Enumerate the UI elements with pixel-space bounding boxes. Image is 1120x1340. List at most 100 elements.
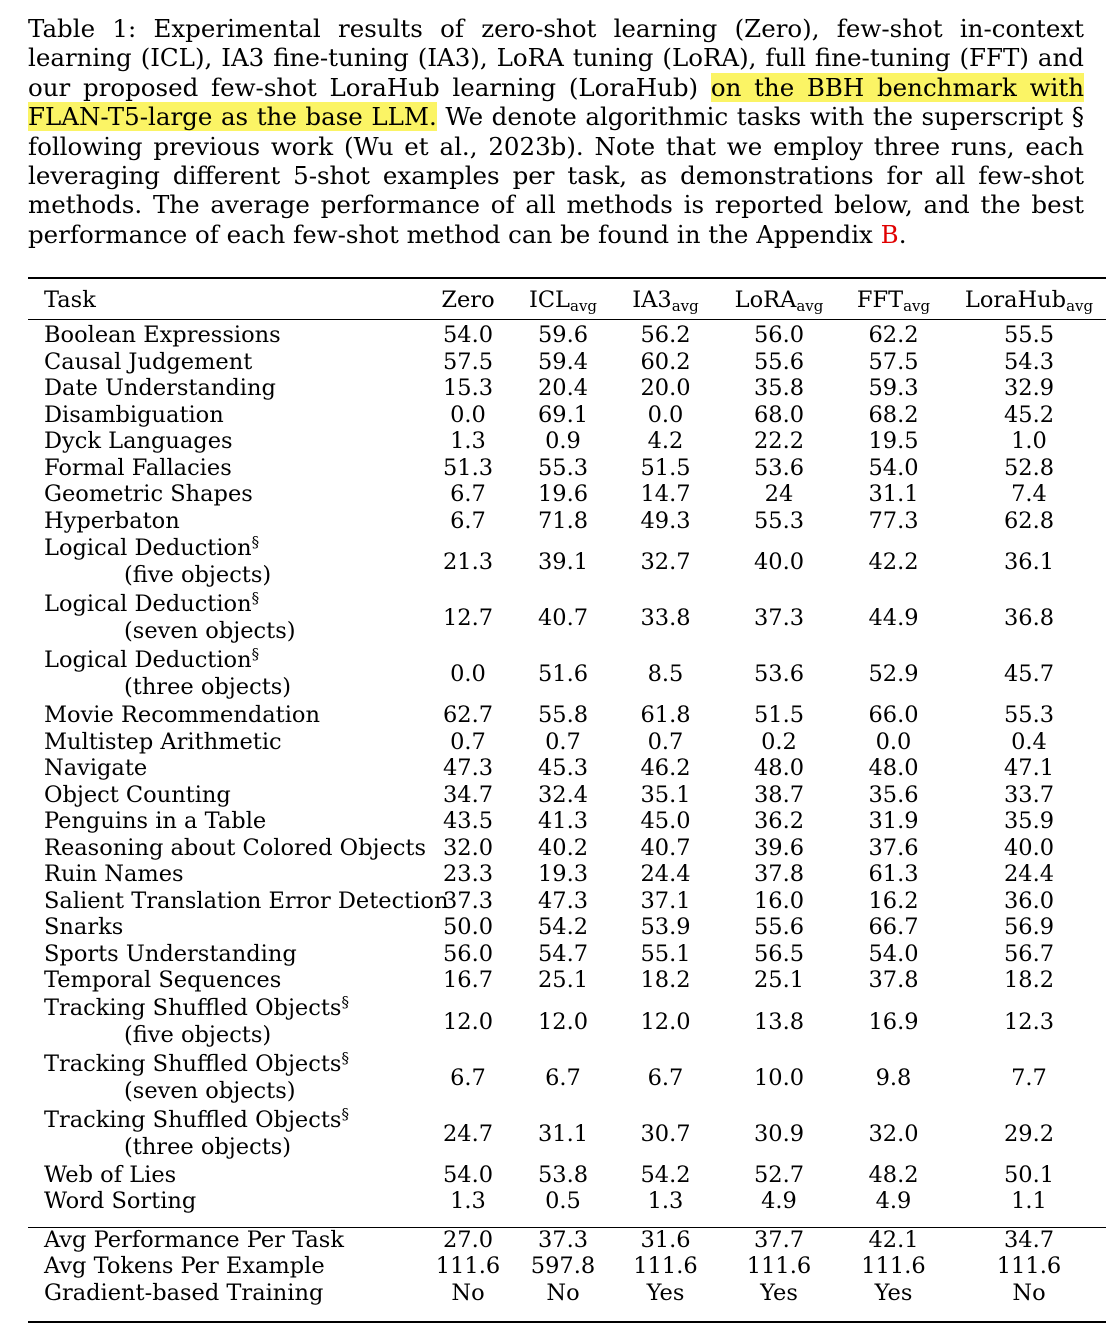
value-cell: 12.7 <box>442 605 494 631</box>
value-cell: 0.9 <box>545 428 581 455</box>
table-row: Tracking Shuffled Objects§ (five objects)… <box>28 994 1106 1050</box>
value-cell: 61.8 <box>640 702 691 729</box>
value-cell: 42.1 <box>868 1226 919 1253</box>
column-label: ICL <box>528 287 570 313</box>
value-cell: 111.6 <box>746 1253 812 1280</box>
value-cell: 47.1 <box>1003 755 1055 782</box>
value-cell: 16.9 <box>868 1008 919 1035</box>
value-cell: 59.6 <box>537 322 589 349</box>
algorithmic-marker: § <box>341 992 349 1011</box>
value-cell: 111.6 <box>861 1253 926 1280</box>
value-cell: 57.5 <box>442 348 494 375</box>
task-subname: (three objects) <box>124 1133 292 1160</box>
task-name: Tracking Shuffled Objects§ <box>44 1048 418 1078</box>
summary-rule <box>28 1227 1106 1228</box>
task-cell: Logical Deduction§ (five objects) <box>28 534 418 590</box>
value-cell: 54.0 <box>442 1161 494 1188</box>
task-subname: (five objects) <box>124 562 272 588</box>
value-cell: 56.9 <box>1003 914 1055 941</box>
value-cell: 55.3 <box>753 507 805 534</box>
task-cell: Multistep Arithmetic <box>44 728 282 755</box>
task-cell: Logical Deduction§ (three objects) <box>28 646 418 702</box>
value-cell: 35.1 <box>640 781 691 808</box>
value-cell: 0.0 <box>450 661 486 687</box>
task-cell: Ruin Names <box>44 861 184 888</box>
value-cell: 34.7 <box>442 781 494 808</box>
value-cell: 62.2 <box>868 322 919 349</box>
value-cell: 39.6 <box>753 834 805 861</box>
table-row: Tracking Shuffled Objects§ (three objects… <box>28 1106 1106 1162</box>
value-cell: 53.6 <box>753 454 805 481</box>
algorithmic-marker: § <box>251 533 260 551</box>
value-cell: 59.4 <box>537 348 589 375</box>
task-cell: Formal Fallacies <box>44 454 232 481</box>
value-cell: 12.0 <box>442 1008 494 1035</box>
value-cell: 12.0 <box>640 1008 691 1035</box>
caption-end: . <box>898 219 907 249</box>
column-header: ICLavg <box>518 282 608 318</box>
value-cell: 597.8 <box>530 1253 596 1280</box>
value-cell: 56.0 <box>753 322 805 349</box>
value-cell: 55.3 <box>537 454 589 481</box>
value-cell: 24 <box>764 481 794 508</box>
task-name-block: Tracking Shuffled Objects§ (five objects) <box>44 992 418 1049</box>
value-cell: 68.0 <box>753 401 805 428</box>
value-cell: 61.3 <box>868 861 919 888</box>
value-cell: 7.7 <box>1011 1064 1047 1091</box>
value-cell: 6.7 <box>450 1064 486 1091</box>
value-cell: 54.0 <box>442 322 494 349</box>
algorithmic-marker: § <box>341 1048 349 1067</box>
column-subscript: avg <box>796 297 824 315</box>
appendix-link[interactable]: B <box>880 219 899 249</box>
value-cell: 62.8 <box>1003 507 1055 534</box>
table-row: Logical Deduction§ (three objects) 0.0 51.6… <box>28 646 1106 702</box>
table-row: Ruin Names 23.3 19.3 24.4 37.8 61.3 24.4 <box>28 861 1106 888</box>
task-cell: Word Sorting <box>44 1188 197 1215</box>
value-cell: 1.0 <box>1011 428 1047 455</box>
value-cell: 40.7 <box>537 605 589 631</box>
value-cell: 36.8 <box>1003 605 1055 631</box>
value-cell: 37.8 <box>753 861 805 888</box>
value-cell: 111.6 <box>633 1253 698 1280</box>
value-cell: 4.9 <box>875 1188 912 1215</box>
value-cell: 54.7 <box>537 940 589 967</box>
task-cell: Date Understanding <box>44 375 276 402</box>
value-cell: 0.7 <box>545 728 581 755</box>
task-cell: Temporal Sequences <box>44 967 282 994</box>
value-cell: 68.2 <box>868 401 919 428</box>
value-cell: 51.5 <box>753 702 805 729</box>
value-cell: 32.7 <box>640 549 691 575</box>
value-cell: 48.2 <box>868 1161 919 1188</box>
value-cell: 60.2 <box>640 348 691 375</box>
value-cell: 6.7 <box>647 1064 684 1091</box>
value-cell: 31.1 <box>868 481 919 508</box>
value-cell: 33.8 <box>640 605 691 631</box>
table-row: Multistep Arithmetic 0.7 0.7 0.7 0.2 0.0 0.4 <box>28 729 1106 756</box>
task-name: Tracking Shuffled Objects§ <box>44 992 418 1022</box>
task-name-block: Tracking Shuffled Objects§ (seven objects… <box>44 1048 418 1105</box>
value-cell: 36.1 <box>1003 549 1055 575</box>
task-cell: Salient Translation Error Detection <box>44 887 449 914</box>
value-cell: 66.0 <box>868 702 919 729</box>
value-cell: No <box>1012 1279 1046 1306</box>
value-cell: 40.0 <box>1003 834 1055 861</box>
value-cell: 30.9 <box>753 1120 805 1147</box>
value-cell: 37.8 <box>868 967 919 994</box>
value-cell: 27.0 <box>442 1226 494 1253</box>
value-cell: 0.7 <box>450 728 486 755</box>
results-table: Task Zero ICLavg IA3avg LoRAavg FFTavg LoraHub… <box>28 282 1106 1306</box>
value-cell: 50.0 <box>442 914 494 941</box>
column-label: Zero <box>441 287 495 313</box>
value-cell: 54.2 <box>640 1161 691 1188</box>
value-cell: 54.0 <box>868 940 919 967</box>
value-cell: 0.4 <box>1011 728 1047 755</box>
value-cell: 111.6 <box>435 1253 501 1280</box>
value-cell: 12.0 <box>537 1008 589 1035</box>
value-cell: No <box>546 1279 580 1306</box>
task-cell: Avg Performance Per Task <box>44 1226 344 1253</box>
value-cell: No <box>451 1279 485 1306</box>
column-label: LoraHub <box>964 287 1067 313</box>
column-label: LoRA <box>734 287 797 313</box>
value-cell: 40.0 <box>753 549 805 575</box>
value-cell: 37.3 <box>753 605 805 631</box>
